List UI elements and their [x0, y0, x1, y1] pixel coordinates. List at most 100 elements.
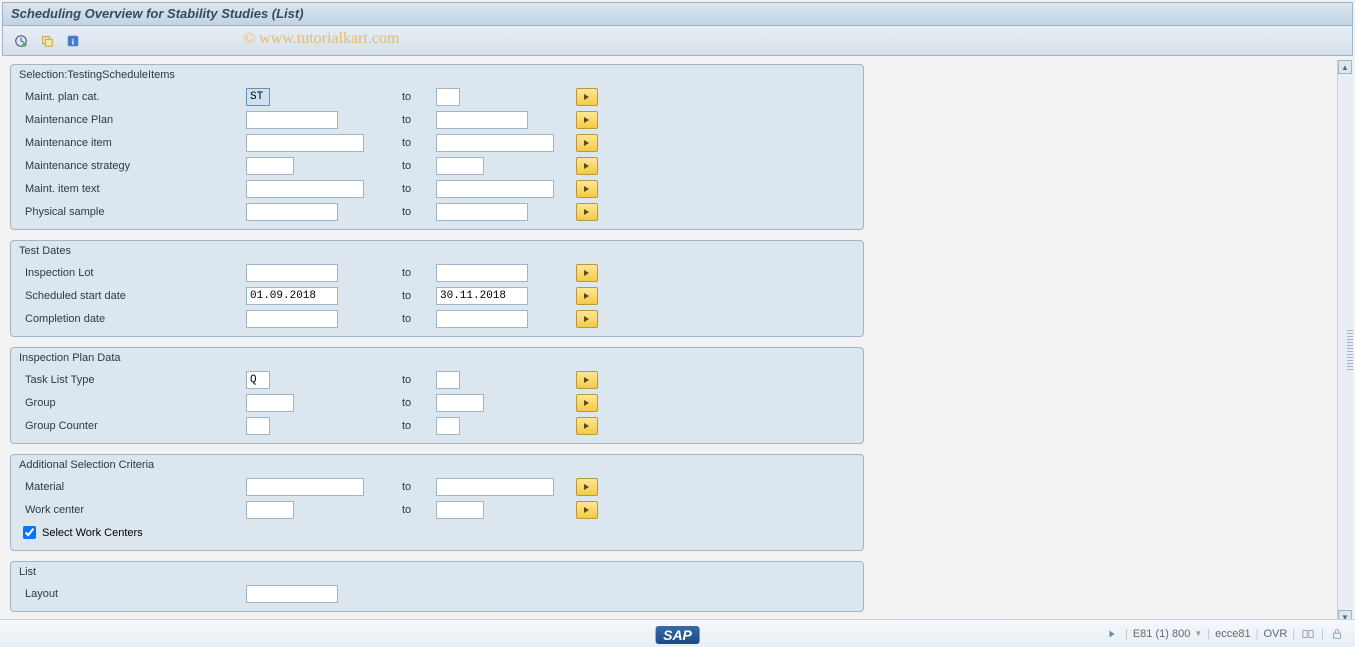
input-maint-item-text-to[interactable] [436, 180, 554, 198]
label-task-list-type: Task List Type [21, 374, 246, 386]
input-maintenance-plan-to[interactable] [436, 111, 528, 129]
info-icon: i [66, 34, 80, 48]
arrow-right-icon [582, 268, 592, 278]
checkbox-select-work-centers[interactable] [23, 526, 36, 539]
input-scheduled-start-from[interactable] [246, 287, 338, 305]
input-task-list-type-to[interactable] [436, 371, 460, 389]
clock-execute-icon [14, 34, 28, 48]
group-additional: Additional Selection Criteria Material t… [10, 454, 864, 551]
multi-select-scheduled-start[interactable] [576, 287, 598, 305]
to-label: to [396, 504, 436, 516]
multi-select-group[interactable] [576, 394, 598, 412]
input-group-counter-to[interactable] [436, 417, 460, 435]
input-task-list-type-from[interactable] [246, 371, 270, 389]
input-maintenance-item-to[interactable] [436, 134, 554, 152]
input-layout[interactable] [246, 585, 338, 603]
multi-select-maint-plan-cat[interactable] [576, 88, 598, 106]
arrow-right-icon [582, 138, 592, 148]
row-maintenance-strategy: Maintenance strategy to [15, 154, 859, 177]
arrow-right-icon [582, 505, 592, 515]
input-work-center-to[interactable] [436, 501, 484, 519]
multi-select-maintenance-item[interactable] [576, 134, 598, 152]
multi-select-material[interactable] [576, 478, 598, 496]
label-group-counter: Group Counter [21, 420, 246, 432]
label-maintenance-plan: Maintenance Plan [21, 114, 246, 126]
to-label: to [396, 206, 436, 218]
multi-select-maintenance-strategy[interactable] [576, 157, 598, 175]
input-group-to[interactable] [436, 394, 484, 412]
row-physical-sample: Physical sample to [15, 200, 859, 223]
label-maint-plan-cat: Maint. plan cat. [21, 91, 246, 103]
page-title: Scheduling Overview for Stability Studie… [11, 6, 304, 21]
input-inspection-lot-to[interactable] [436, 264, 528, 282]
multi-select-work-center[interactable] [576, 501, 598, 519]
input-material-from[interactable] [246, 478, 364, 496]
scroll-up-button[interactable]: ▲ [1338, 60, 1352, 74]
input-completion-date-from[interactable] [246, 310, 338, 328]
input-inspection-lot-from[interactable] [246, 264, 338, 282]
execute-button[interactable] [11, 31, 31, 51]
input-maintenance-item-from[interactable] [246, 134, 364, 152]
row-layout: Layout [15, 582, 859, 605]
vertical-scrollbar[interactable]: ▲ ▼ [1337, 60, 1353, 624]
status-mode: OVR [1263, 628, 1287, 640]
group-title-additional: Additional Selection Criteria [11, 455, 863, 473]
input-physical-sample-from[interactable] [246, 203, 338, 221]
to-label: to [396, 374, 436, 386]
input-work-center-from[interactable] [246, 501, 294, 519]
arrow-right-icon [582, 92, 592, 102]
row-group: Group to [15, 391, 859, 414]
group-title-selection: Selection:TestingScheduleItems [11, 65, 863, 83]
input-scheduled-start-to[interactable] [436, 287, 528, 305]
get-variant-button[interactable] [37, 31, 57, 51]
label-material: Material [21, 481, 246, 493]
content-area: Selection:TestingScheduleItems Maint. pl… [2, 60, 1353, 624]
status-play-icon[interactable] [1104, 626, 1120, 642]
input-physical-sample-to[interactable] [436, 203, 528, 221]
row-inspection-lot: Inspection Lot to [15, 261, 859, 284]
label-maintenance-strategy: Maintenance strategy [21, 160, 246, 172]
label-physical-sample: Physical sample [21, 206, 246, 218]
arrow-right-icon [582, 115, 592, 125]
label-group: Group [21, 397, 246, 409]
arrow-right-icon [582, 161, 592, 171]
multi-select-maintenance-plan[interactable] [576, 111, 598, 129]
to-label: to [396, 267, 436, 279]
status-lock-icon[interactable] [1329, 626, 1345, 642]
to-label: to [396, 137, 436, 149]
input-maintenance-strategy-to[interactable] [436, 157, 484, 175]
status-server: ecce81 [1215, 628, 1250, 640]
input-material-to[interactable] [436, 478, 554, 496]
title-bar: Scheduling Overview for Stability Studie… [2, 2, 1353, 26]
input-maint-item-text-from[interactable] [246, 180, 364, 198]
status-system[interactable]: E81 (1) 800 [1133, 628, 1190, 640]
arrow-right-icon [582, 482, 592, 492]
info-button[interactable]: i [63, 31, 83, 51]
scroll-grip[interactable] [1347, 330, 1353, 370]
input-group-counter-from[interactable] [246, 417, 270, 435]
input-completion-date-to[interactable] [436, 310, 528, 328]
row-maintenance-item: Maintenance item to [15, 131, 859, 154]
label-completion-date: Completion date [21, 313, 246, 325]
to-label: to [396, 160, 436, 172]
input-maint-plan-cat-to[interactable] [436, 88, 460, 106]
group-test-dates: Test Dates Inspection Lot to Scheduled s… [10, 240, 864, 337]
row-material: Material to [15, 475, 859, 498]
multi-select-inspection-lot[interactable] [576, 264, 598, 282]
arrow-right-icon [582, 207, 592, 217]
input-maintenance-plan-from[interactable] [246, 111, 338, 129]
arrow-right-icon [582, 375, 592, 385]
multi-select-task-list-type[interactable] [576, 371, 598, 389]
input-maintenance-strategy-from[interactable] [246, 157, 294, 175]
status-layout-icon[interactable] [1300, 626, 1316, 642]
arrow-right-icon [582, 184, 592, 194]
input-group-from[interactable] [246, 394, 294, 412]
multi-select-maint-item-text[interactable] [576, 180, 598, 198]
to-label: to [396, 91, 436, 103]
to-label: to [396, 183, 436, 195]
multi-select-group-counter[interactable] [576, 417, 598, 435]
multi-select-physical-sample[interactable] [576, 203, 598, 221]
input-maint-plan-cat-from[interactable] [246, 88, 270, 106]
multi-select-completion-date[interactable] [576, 310, 598, 328]
dropdown-indicator-icon[interactable]: ▼ [1194, 629, 1202, 638]
